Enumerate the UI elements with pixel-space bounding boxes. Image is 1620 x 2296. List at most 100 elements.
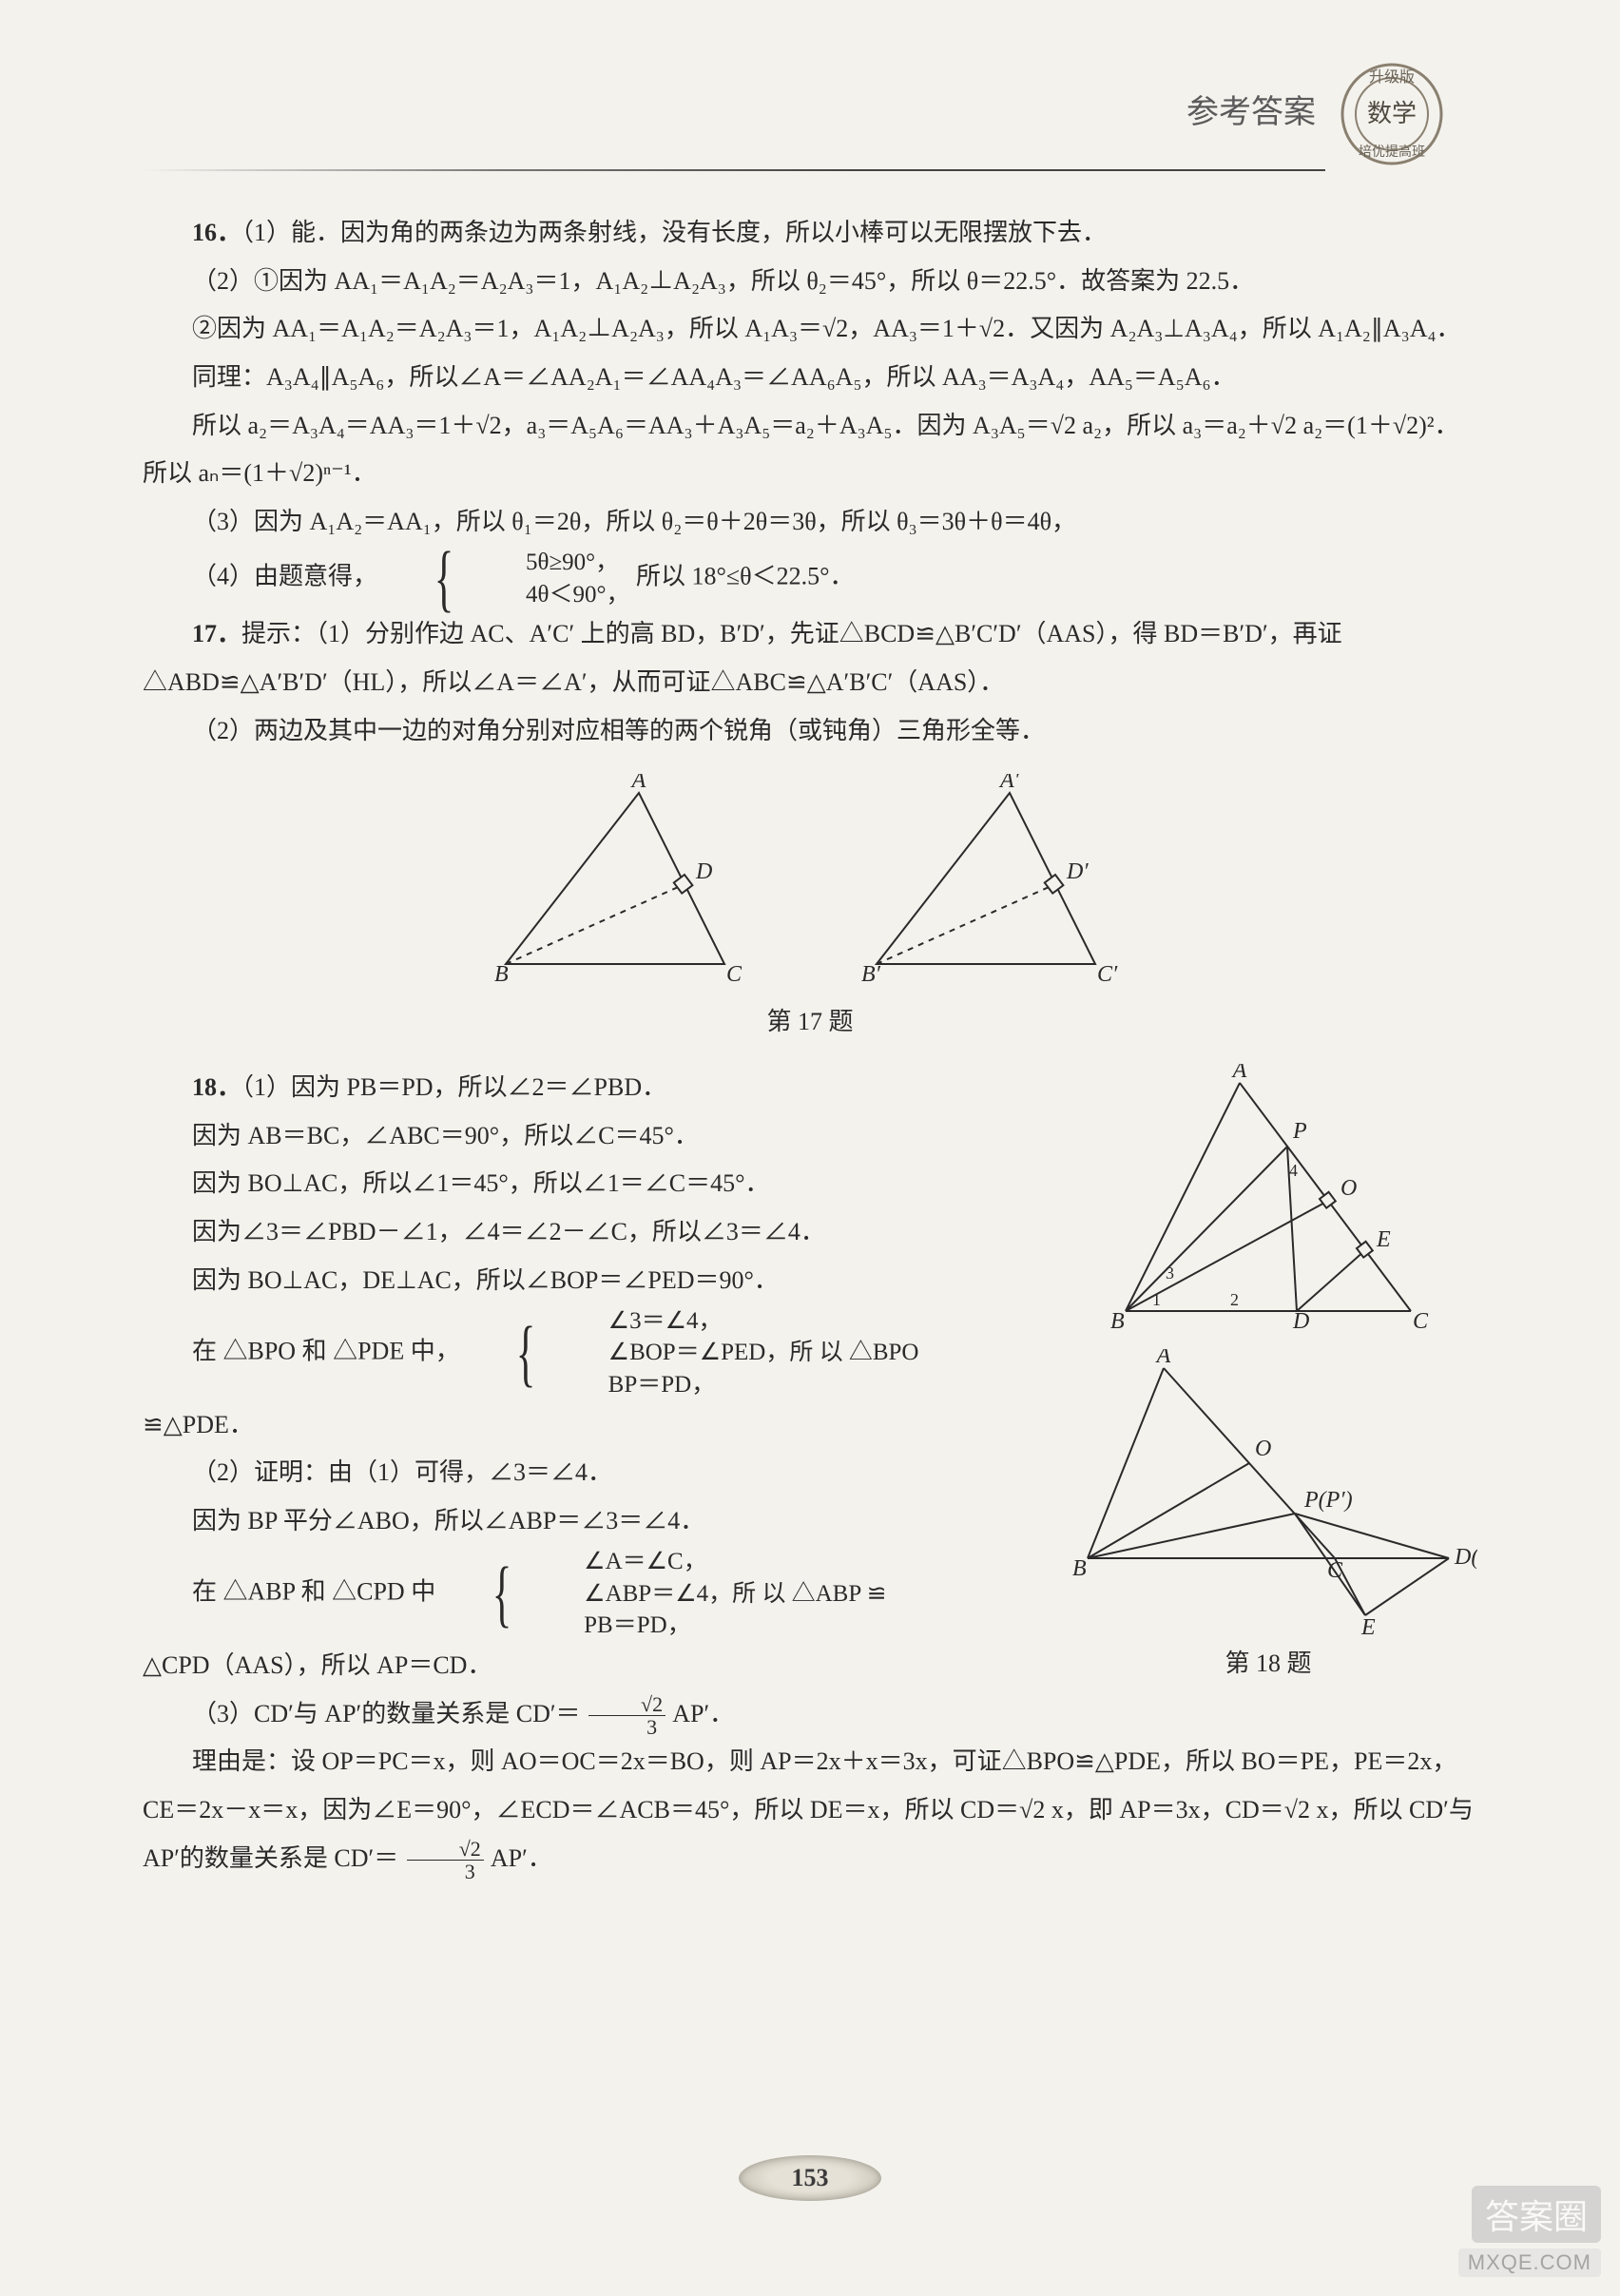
header-rule (143, 169, 1325, 171)
q17-f2-C: C′ (1097, 962, 1118, 987)
q18f1-A: A (1231, 1064, 1247, 1083)
q18-l8: （2）证明：由（1）可得，∠3＝∠4． (143, 1449, 1040, 1497)
q16-p7-tail: 所以 18°≤θ＜22.5°． (636, 563, 855, 590)
q18-l9: 因为 BP 平分∠ABO，所以∠ABP＝∠3＝∠4． (143, 1497, 1040, 1546)
q18-l13-den: 3 (413, 1861, 478, 1882)
q18f2-E: E (1360, 1615, 1376, 1634)
q18-l13-num: √2 (407, 1838, 484, 1861)
q17-f2-D: D′ (1066, 859, 1089, 884)
q17-p1-text: 提示：（1）分别作边 AC、A′C′ 上的高 BD，B′D′，先证△BCD≌△B… (143, 620, 1342, 696)
q18-l10-b1: ∠A＝∠C， (534, 1546, 886, 1578)
q18f1-a4: 4 (1289, 1161, 1298, 1180)
header-title: 参考答案 (1186, 86, 1316, 132)
q18-l10: 在 △ABP 和 △CPD 中 { ∠A＝∠C， ∠ABP＝∠4，所 以 △AB… (143, 1546, 1040, 1642)
q16-p7: （4）由题意得， { 5θ≥90°， 4θ＜90°， 所以 18°≤θ＜22.5… (143, 547, 1477, 611)
q18-figure-col: A B C D E O P 1 2 3 4 (1059, 1064, 1477, 1706)
q17-f2-B: B′ (861, 962, 881, 987)
q18-caption: 第 18 题 (1225, 1640, 1311, 1688)
q18-l12-frac: √2 3 (588, 1693, 665, 1738)
q18f1-a1: 1 (1152, 1290, 1161, 1309)
q18-l4: 因为∠3＝∠PBD－∠1，∠4＝∠2－∠C，所以∠3＝∠4． (143, 1208, 1040, 1257)
q18-l5: 因为 BO⊥AC，DE⊥AC，所以∠BOP＝∠PED＝90°． (143, 1257, 1040, 1305)
q18-l11: △CPD（AAS），所以 AP＝CD． (143, 1642, 1040, 1690)
q18-l1-text: （1）因为 PB＝PD，所以∠2＝∠PBD． (241, 1073, 666, 1101)
q18f1-E: E (1376, 1227, 1391, 1252)
q18-fig2: A B C D(D′) E O P(P′) (1059, 1349, 1477, 1634)
q18-text-col: 18．（1）因为 PB＝PD，所以∠2＝∠PBD． 因为 AB＝BC，∠ABC＝… (143, 1064, 1040, 1738)
q18-l13: 理由是：设 OP＝PC＝x，则 AO＝OC＝2x＝BO，则 AP＝2x＋x＝3x… (143, 1738, 1477, 1882)
q18-block: 18．（1）因为 PB＝PD，所以∠2＝∠PBD． 因为 AB＝BC，∠ABC＝… (143, 1064, 1477, 1738)
q18f2-P: P(P′) (1303, 1488, 1353, 1513)
q18-l6-brace: { ∠3＝∠4， ∠BOP＝∠PED，所 以 △BPO BP＝PD， (466, 1305, 918, 1401)
brace-left-icon: { (407, 547, 453, 609)
q17-f1-A: A (630, 774, 646, 793)
logo-bot-text: 培优提高班 (1359, 144, 1425, 160)
q18f2-A: A (1155, 1349, 1171, 1368)
q17-f1-D: D (695, 859, 712, 884)
q18-l12: （3）CD′与 AP′的数量关系是 CD′＝ √2 3 AP′． (143, 1690, 1040, 1739)
q17-p1: 17．提示：（1）分别作边 AC、A′C′ 上的高 BD，B′D′，先证△BCD… (143, 610, 1477, 706)
q16-p4: 同理：A₃A₄∥A₅A₆，所以∠A＝∠AA₂A₁＝∠AA₄A₃＝∠AA₆A₅，所… (143, 354, 1477, 402)
q18-l3: 因为 BO⊥AC，所以∠1＝45°，所以∠1＝∠C＝45°． (143, 1160, 1040, 1208)
q16-p7-lead: （4）由题意得， (192, 563, 377, 590)
brace-left-icon: { (489, 1322, 535, 1384)
q18-l7: ≌△PDE． (143, 1401, 1040, 1450)
q18-l1: 18．（1）因为 PB＝PD，所以∠2＝∠PBD． (143, 1064, 1040, 1112)
q16-p7-b2: 4θ＜90°， (476, 579, 629, 611)
q18-l10-brace: { ∠A＝∠C， ∠ABP＝∠4，所 以 △ABP ≌ PB＝PD， (442, 1546, 887, 1642)
watermark-2: MXQE.COM (1458, 2248, 1601, 2277)
page: 参考答案 升级版 数学 培优提高班 16．（1）能．因为角的两条边为两条射线，没… (0, 0, 1620, 2296)
q18f2-D: D(D′) (1454, 1545, 1477, 1570)
q18-l13-frac: √2 3 (407, 1838, 484, 1882)
q16-p7-brace: { 5θ≥90°， 4θ＜90°， (384, 547, 630, 611)
q16-p6: （3）因为 A₁A₂＝AA₁，所以 θ₁＝2θ，所以 θ₂＝θ＋2θ＝3θ，所以… (143, 498, 1477, 547)
q18-fig1: A B C D E O P 1 2 3 4 (1097, 1064, 1439, 1349)
watermarks: 答案圈 MXQE.COM (1458, 2186, 1601, 2277)
q18-l10-b2: ∠ABP＝∠4，所 以 △ABP ≌ (534, 1578, 886, 1611)
q18f1-B: B (1110, 1309, 1125, 1334)
q17-figures: A B C D A′ B′ C′ D′ (143, 774, 1477, 993)
q18-l13-text: 理由是：设 OP＝PC＝x，则 AO＝OC＝2x＝BO，则 AP＝2x＋x＝3x… (143, 1747, 1474, 1871)
q18f2-B: B (1072, 1556, 1087, 1581)
logo-top-text: 升级版 (1369, 68, 1415, 86)
q18-l12-den: 3 (594, 1716, 660, 1738)
q17-caption: 第 17 题 (143, 998, 1477, 1047)
q18-number: 18． (192, 1073, 241, 1101)
q18-l13-tail: AP′． (491, 1844, 552, 1872)
q18f1-P: P (1292, 1119, 1307, 1144)
q18f2-C: C (1327, 1558, 1343, 1583)
q18-l10-b3: PB＝PD， (534, 1610, 886, 1642)
page-header: 参考答案 升级版 数学 培优提高班 (143, 76, 1477, 171)
q17-fig1: A B C D (477, 774, 772, 993)
q16-p5: 所以 a₂＝A₃A₄＝AA₃＝1＋√2，a₃＝A₅A₆＝AA₃＋A₃A₅＝a₂＋… (143, 402, 1477, 498)
q18-l2: 因为 AB＝BC，∠ABC＝90°，所以∠C＝45°． (143, 1112, 1040, 1161)
q18-l10-lead: 在 △ABP 和 △CPD 中 (192, 1577, 435, 1605)
watermark-1: 答案圈 (1472, 2186, 1601, 2243)
brace-left-icon: { (465, 1562, 511, 1625)
q18-l6-b2: ∠BOP＝∠PED，所 以 △BPO (559, 1337, 919, 1369)
q18f1-a3: 3 (1166, 1264, 1174, 1283)
q16-p7-b1: 5θ≥90°， (476, 547, 629, 579)
q18-l12-lead: （3）CD′与 AP′的数量关系是 CD′＝ (192, 1700, 581, 1727)
q18-l12-tail: AP′． (672, 1700, 734, 1727)
q18-l12-num: √2 (588, 1693, 665, 1716)
q18f1-a2: 2 (1230, 1290, 1239, 1309)
q18f1-C: C (1413, 1309, 1429, 1334)
q16-p1-text: （1）能．因为角的两条边为两条射线，没有长度，所以小棒可以无限摆放下去． (241, 219, 1107, 246)
q17-f2-A: A′ (998, 774, 1020, 793)
q18f1-D: D (1292, 1309, 1309, 1334)
q18-l6-b1: ∠3＝∠4， (559, 1305, 919, 1338)
logo-mid-text: 数学 (1367, 100, 1417, 127)
q17-f1-B: B (494, 962, 509, 987)
q18f1-O: O (1340, 1176, 1357, 1201)
q17-number: 17． (192, 620, 241, 647)
header-logo: 升级版 数学 培优提高班 (1335, 57, 1449, 171)
q17-f1-C: C (726, 962, 742, 987)
q17-fig2: A′ B′ C′ D′ (848, 774, 1143, 993)
q16-p2: （2）①因为 AA₁＝A₁A₂＝A₂A₃＝1，A₁A₂⊥A₂A₃，所以 θ₂＝4… (143, 258, 1477, 306)
page-number-badge: 153 (739, 2155, 881, 2201)
content-body: 16．（1）能．因为角的两条边为两条射线，没有长度，所以小棒可以无限摆放下去． … (143, 209, 1477, 1883)
q16-number: 16． (192, 219, 241, 246)
q18-l6-b3: BP＝PD， (559, 1369, 919, 1401)
page-footer: 153 (0, 2155, 1620, 2201)
